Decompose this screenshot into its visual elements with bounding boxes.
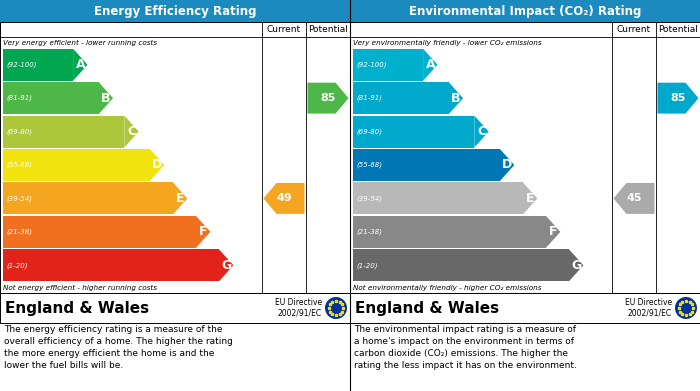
Polygon shape — [173, 183, 188, 214]
Bar — [3, 216, 196, 248]
Text: A: A — [426, 58, 435, 71]
Bar — [353, 116, 475, 147]
Text: D: D — [502, 158, 512, 172]
Polygon shape — [449, 82, 463, 114]
Text: 49: 49 — [276, 194, 292, 203]
Text: Potential: Potential — [658, 25, 698, 34]
Text: Not environmentally friendly - higher CO₂ emissions: Not environmentally friendly - higher CO… — [353, 284, 542, 291]
Bar — [0, 22, 350, 293]
Bar — [3, 49, 73, 81]
Bar — [3, 116, 125, 147]
Text: EU Directive
2002/91/EC: EU Directive 2002/91/EC — [275, 298, 322, 318]
Text: England & Wales: England & Wales — [355, 301, 499, 316]
Text: (81-91): (81-91) — [6, 95, 32, 101]
Polygon shape — [475, 116, 489, 147]
Text: E: E — [176, 192, 184, 205]
Bar — [0, 293, 350, 323]
Text: (81-91): (81-91) — [356, 95, 382, 101]
Text: (92-100): (92-100) — [6, 61, 36, 68]
Text: The energy efficiency rating is a measure of the
overall efficiency of a home. T: The energy efficiency rating is a measur… — [4, 325, 233, 370]
Text: A: A — [76, 58, 85, 71]
Text: (21-38): (21-38) — [6, 229, 32, 235]
Polygon shape — [423, 49, 438, 81]
Text: Current: Current — [617, 25, 651, 34]
Text: G: G — [221, 259, 231, 272]
Polygon shape — [613, 183, 655, 214]
Text: Current: Current — [267, 25, 301, 34]
Text: (21-38): (21-38) — [356, 229, 382, 235]
Polygon shape — [523, 183, 538, 214]
Text: F: F — [549, 225, 557, 239]
Bar — [0, 0, 350, 22]
Text: F: F — [199, 225, 207, 239]
Text: G: G — [571, 259, 581, 272]
Text: Very environmentally friendly - lower CO₂ emissions: Very environmentally friendly - lower CO… — [353, 39, 542, 46]
Polygon shape — [657, 83, 699, 114]
Text: England & Wales: England & Wales — [5, 301, 149, 316]
Text: (55-68): (55-68) — [356, 162, 382, 168]
Text: E: E — [526, 192, 534, 205]
Polygon shape — [150, 149, 164, 181]
Text: Very energy efficient - lower running costs: Very energy efficient - lower running co… — [3, 39, 157, 46]
Polygon shape — [500, 149, 514, 181]
Bar — [350, 293, 700, 323]
Text: B: B — [101, 91, 111, 105]
Text: B: B — [451, 91, 461, 105]
Text: (39-54): (39-54) — [356, 195, 382, 202]
Text: Energy Efficiency Rating: Energy Efficiency Rating — [94, 5, 256, 18]
Bar — [3, 249, 219, 281]
Bar — [3, 82, 99, 114]
Text: C: C — [127, 125, 136, 138]
Bar — [350, 22, 700, 293]
Text: C: C — [477, 125, 486, 138]
Text: 85: 85 — [321, 93, 336, 103]
Bar — [350, 0, 700, 22]
Bar — [3, 149, 150, 181]
Text: Not energy efficient - higher running costs: Not energy efficient - higher running co… — [3, 284, 157, 291]
Text: (55-68): (55-68) — [6, 162, 32, 168]
Circle shape — [675, 297, 697, 319]
Text: (69-80): (69-80) — [6, 128, 32, 135]
Polygon shape — [569, 249, 583, 281]
Text: (1-20): (1-20) — [6, 262, 27, 269]
Text: The environmental impact rating is a measure of
a home's impact on the environme: The environmental impact rating is a mea… — [354, 325, 577, 370]
Text: (69-80): (69-80) — [356, 128, 382, 135]
Text: Potential: Potential — [308, 25, 348, 34]
Polygon shape — [219, 249, 233, 281]
Text: (92-100): (92-100) — [356, 61, 386, 68]
Polygon shape — [263, 183, 304, 214]
Bar — [353, 183, 523, 214]
Polygon shape — [125, 116, 139, 147]
Circle shape — [325, 297, 347, 319]
Text: D: D — [152, 158, 162, 172]
Bar — [353, 149, 500, 181]
Text: Environmental Impact (CO₂) Rating: Environmental Impact (CO₂) Rating — [409, 5, 641, 18]
Polygon shape — [196, 216, 211, 248]
Polygon shape — [546, 216, 561, 248]
Text: 45: 45 — [626, 194, 642, 203]
Bar — [353, 249, 569, 281]
Bar — [353, 49, 423, 81]
Text: EU Directive
2002/91/EC: EU Directive 2002/91/EC — [625, 298, 672, 318]
Polygon shape — [99, 82, 113, 114]
Text: (1-20): (1-20) — [356, 262, 377, 269]
Bar — [353, 216, 546, 248]
Polygon shape — [307, 83, 349, 114]
Bar — [3, 183, 173, 214]
Text: (39-54): (39-54) — [6, 195, 32, 202]
Text: 85: 85 — [671, 93, 686, 103]
Polygon shape — [73, 49, 88, 81]
Bar — [353, 82, 449, 114]
